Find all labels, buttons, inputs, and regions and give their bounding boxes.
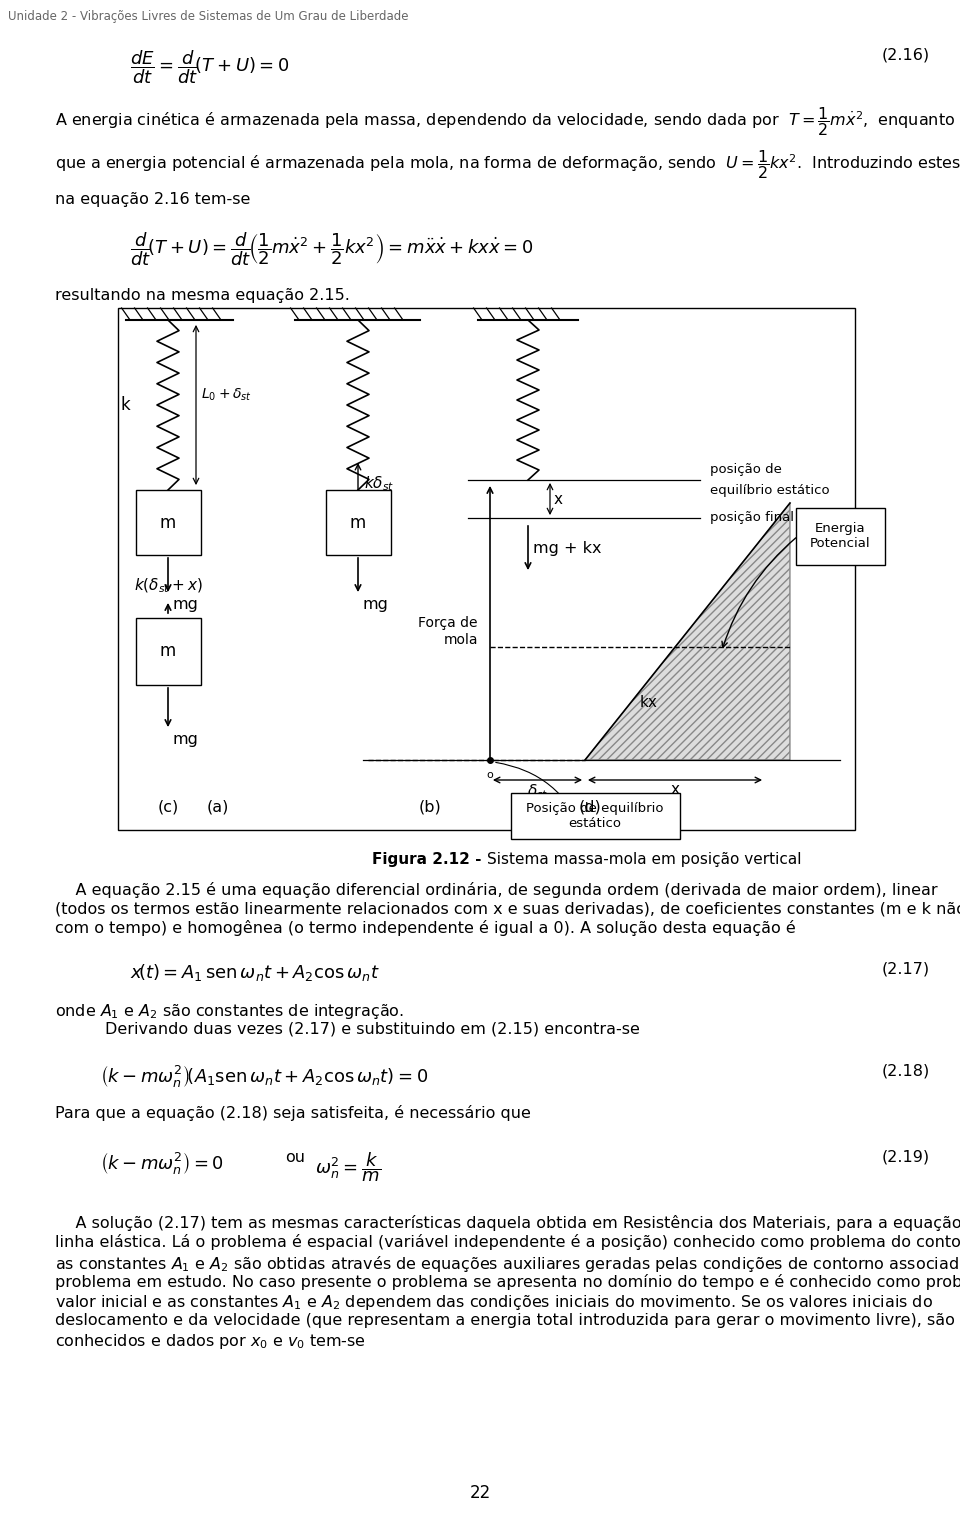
Text: as constantes $A_1$ e $A_2$ são obtidas através de equações auxiliares geradas p: as constantes $A_1$ e $A_2$ são obtidas … bbox=[55, 1254, 960, 1274]
Text: Unidade 2 - Vibrações Livres de Sistemas de Um Grau de Liberdade: Unidade 2 - Vibrações Livres de Sistemas… bbox=[8, 11, 409, 23]
Text: Derivando duas vezes (2.17) e substituindo em (2.15) encontra-se: Derivando duas vezes (2.17) e substituin… bbox=[105, 1021, 640, 1037]
Text: $x\!\left(t\right) = A_1\,\mathrm{sen}\,\omega_n t + A_2\cos\omega_n t$: $x\!\left(t\right) = A_1\,\mathrm{sen}\,… bbox=[130, 962, 380, 983]
Text: m: m bbox=[349, 514, 366, 532]
Text: mg: mg bbox=[173, 733, 199, 746]
Text: com o tempo) e homogênea (o termo independente é igual a 0). A solução desta equ: com o tempo) e homogênea (o termo indepe… bbox=[55, 920, 796, 936]
Text: (2.16): (2.16) bbox=[882, 49, 930, 62]
Bar bbox=[135, 619, 201, 686]
Text: x: x bbox=[554, 491, 563, 506]
Text: (2.18): (2.18) bbox=[881, 1062, 930, 1078]
Bar bbox=[135, 489, 201, 555]
Text: (d): (d) bbox=[579, 800, 601, 815]
Polygon shape bbox=[585, 503, 790, 760]
Text: $k(\delta_{st}+x)$: $k(\delta_{st}+x)$ bbox=[133, 576, 203, 594]
Text: (todos os termos estão linearmente relacionados com x e suas derivadas), de coef: (todos os termos estão linearmente relac… bbox=[55, 901, 960, 917]
Text: que a energia potencial é armazenada pela mola, na forma de deformação, sendo  $: que a energia potencial é armazenada pel… bbox=[55, 147, 960, 181]
Text: problema em estudo. No caso presente o problema se apresenta no domínio do tempo: problema em estudo. No caso presente o p… bbox=[55, 1274, 960, 1289]
Text: conhecidos e dados por $x_0$ e $v_0$ tem-se: conhecidos e dados por $x_0$ e $v_0$ tem… bbox=[55, 1332, 366, 1351]
Bar bbox=[118, 309, 855, 830]
Text: Figura 2.12 -: Figura 2.12 - bbox=[372, 853, 487, 866]
Text: deslocamento e da velocidade (que representam a energia total introduzida para g: deslocamento e da velocidade (que repres… bbox=[55, 1312, 955, 1327]
Text: valor inicial e as constantes $A_1$ e $A_2$ dependem das condições iniciais do m: valor inicial e as constantes $A_1$ e $A… bbox=[55, 1294, 933, 1312]
FancyBboxPatch shape bbox=[511, 793, 680, 839]
Text: (2.19): (2.19) bbox=[882, 1151, 930, 1164]
Text: A energia cinética é armazenada pela massa, dependendo da velocidade, sendo dada: A energia cinética é armazenada pela mas… bbox=[55, 105, 955, 138]
Text: $\omega_n^2=\dfrac{k}{m}$: $\omega_n^2=\dfrac{k}{m}$ bbox=[315, 1151, 381, 1184]
Text: $\left(k-m\omega_n^2\right)\!\left(A_1\mathrm{sen}\,\omega_n t + A_2\cos\omega_n: $\left(k-m\omega_n^2\right)\!\left(A_1\m… bbox=[100, 1062, 428, 1088]
Text: linha elástica. Lá o problema é espacial (variável independente é a posição) con: linha elástica. Lá o problema é espacial… bbox=[55, 1234, 960, 1251]
Text: equilíbrio estático: equilíbrio estático bbox=[710, 483, 829, 497]
Text: (c): (c) bbox=[157, 800, 179, 815]
Text: $\dfrac{dE}{dt} = \dfrac{d}{dt}\!\left(T+U\right)=0$: $\dfrac{dE}{dt} = \dfrac{d}{dt}\!\left(T… bbox=[130, 49, 290, 85]
Text: k: k bbox=[120, 397, 130, 413]
Text: posição de: posição de bbox=[710, 464, 781, 476]
Text: Força de
mola: Força de mola bbox=[419, 617, 478, 646]
Text: Energia
Potencial: Energia Potencial bbox=[809, 521, 871, 550]
Text: Posição de equilíbrio
estático: Posição de equilíbrio estático bbox=[526, 803, 663, 830]
Text: na equação 2.16 tem-se: na equação 2.16 tem-se bbox=[55, 192, 251, 207]
Text: mg + kx: mg + kx bbox=[533, 541, 602, 555]
FancyBboxPatch shape bbox=[796, 508, 885, 565]
Text: $\dfrac{d}{dt}\!\left(T+U\right)=\dfrac{d}{dt}\!\left(\dfrac{1}{2}m\dot{x}^2+\df: $\dfrac{d}{dt}\!\left(T+U\right)=\dfrac{… bbox=[130, 230, 534, 268]
Text: $\delta_{st}$: $\delta_{st}$ bbox=[527, 781, 548, 801]
Text: Para que a equação (2.18) seja satisfeita, é necessário que: Para que a equação (2.18) seja satisfeit… bbox=[55, 1105, 531, 1122]
Text: ou: ou bbox=[285, 1151, 305, 1164]
Text: m: m bbox=[160, 643, 176, 661]
Text: A solução (2.17) tem as mesmas características daquela obtida em Resistência dos: A solução (2.17) tem as mesmas caracterí… bbox=[55, 1214, 960, 1231]
Text: m: m bbox=[160, 514, 176, 532]
Text: A equação 2.15 é uma equação diferencial ordinária, de segunda ordem (derivada d: A equação 2.15 é uma equação diferencial… bbox=[55, 882, 938, 898]
Text: (a): (a) bbox=[206, 800, 229, 815]
Text: $L_0+\delta_{st}$: $L_0+\delta_{st}$ bbox=[201, 386, 252, 403]
Text: onde $A_1$ e $A_2$ são constantes de integração.: onde $A_1$ e $A_2$ são constantes de int… bbox=[55, 1002, 404, 1021]
Text: o: o bbox=[487, 771, 493, 780]
Text: posição final: posição final bbox=[710, 512, 794, 524]
Text: kx: kx bbox=[640, 695, 658, 710]
Text: x: x bbox=[670, 781, 680, 796]
Text: Sistema massa-mola em posição vertical: Sistema massa-mola em posição vertical bbox=[487, 853, 802, 866]
Text: (b): (b) bbox=[419, 800, 442, 815]
Text: resultando na mesma equação 2.15.: resultando na mesma equação 2.15. bbox=[55, 287, 349, 302]
Text: $\left(k-m\omega_n^2\right)=0$: $\left(k-m\omega_n^2\right)=0$ bbox=[100, 1151, 224, 1176]
Text: $k\delta_{st}$: $k\delta_{st}$ bbox=[364, 474, 395, 494]
Text: mg: mg bbox=[173, 597, 199, 613]
Text: 22: 22 bbox=[469, 1484, 491, 1502]
Text: mg: mg bbox=[363, 597, 389, 613]
Bar bbox=[325, 489, 391, 555]
Text: (2.17): (2.17) bbox=[882, 962, 930, 977]
